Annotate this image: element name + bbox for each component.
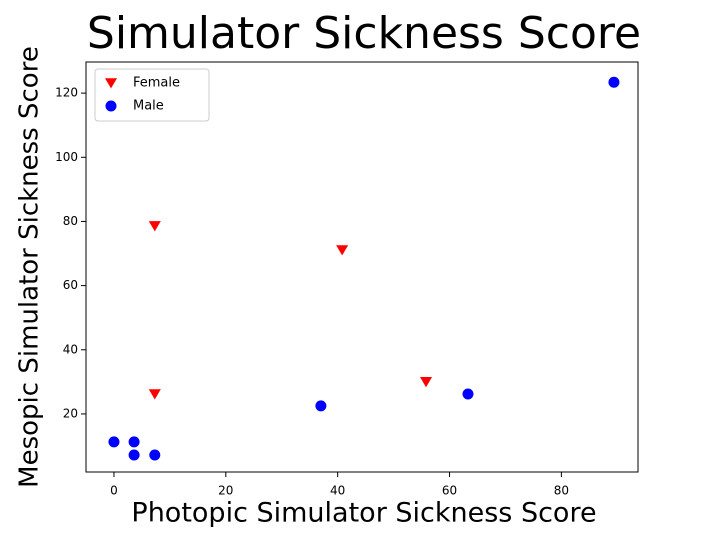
point <box>128 436 140 448</box>
legend-label: Male <box>133 99 164 114</box>
point <box>149 449 161 461</box>
point <box>315 400 327 412</box>
point <box>462 388 474 400</box>
legend-marker <box>105 100 117 112</box>
point <box>128 449 140 461</box>
point <box>336 245 349 256</box>
x-tick-label: 80 <box>554 484 569 498</box>
chart-title: Simulator Sickness Score <box>87 8 641 59</box>
x-axis-label: Photopic Simulator Sickness Score <box>131 498 596 529</box>
y-tick-label: 120 <box>55 86 78 100</box>
point <box>608 76 620 88</box>
y-tick-label: 60 <box>63 278 78 292</box>
x-tick-label: 0 <box>110 484 118 498</box>
point <box>148 221 161 232</box>
x-tick-label: 60 <box>442 484 457 498</box>
y-tick-label: 80 <box>63 214 78 228</box>
point <box>108 436 120 448</box>
plot-frame <box>85 61 639 473</box>
legend-marker <box>105 78 117 89</box>
y-tick-label: 20 <box>63 406 78 420</box>
point <box>148 389 161 400</box>
legend-box <box>94 68 210 122</box>
legend-label: Female <box>133 76 180 91</box>
y-tick-label: 100 <box>55 150 78 164</box>
x-tick-label: 40 <box>330 484 345 498</box>
point <box>420 377 433 388</box>
x-tick-label: 20 <box>218 484 233 498</box>
y-axis-label: Mesopic Simulator Sickness Score <box>15 46 45 488</box>
y-tick-label: 40 <box>63 342 78 356</box>
